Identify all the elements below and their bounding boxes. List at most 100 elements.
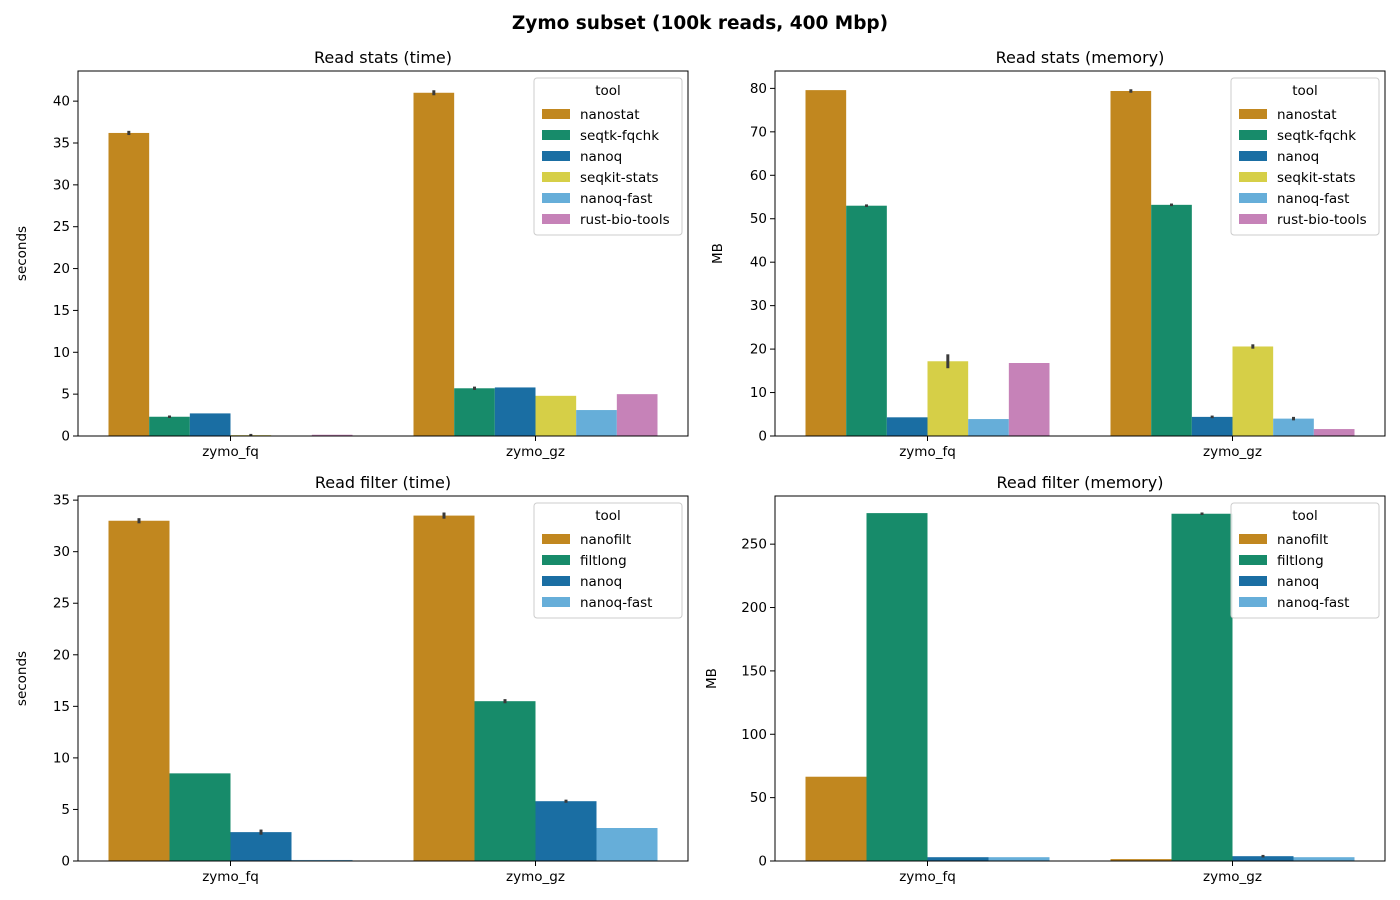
legend-swatch-rust-bio-tools [1239,214,1267,224]
x-tick-label: zymo_gz [1203,869,1262,885]
x-tick-label: zymo_fq [899,444,956,460]
subplot-title: Read stats (time) [314,48,452,67]
bar-seqtk-fqchk-zymo_fq [846,205,887,436]
bar-rust-bio-tools-zymo_gz [616,394,658,436]
legend-box [533,502,683,619]
x-tick-label: zymo_gz [506,444,565,460]
bar-nanoq-fast-zymo_fq [988,857,1050,861]
subplot-title: Read filter (time) [315,473,451,492]
legend-swatch-filtlong [542,555,570,565]
x-tick-label: zymo_fq [202,869,259,885]
legend-title: tool [1292,83,1318,99]
legend-swatch-seqtk-fqchk [1239,130,1267,140]
y-tick-label: 15 [53,699,70,715]
legend-swatch-nanoq-fast [542,193,570,203]
legend-label: nanoq [580,149,622,165]
bar-nanoq-zymo_fq [886,417,928,436]
legend-box [1230,502,1380,619]
x-tick-label: zymo_fq [202,444,259,460]
legend-label: nanoq [580,574,622,590]
figure-title: Zymo subset (100k reads, 400 Mbp) [511,13,889,34]
x-tick-label: zymo_gz [506,869,565,885]
legend-label: nanoq-fast [580,595,652,611]
subplot-title: Read stats (memory) [996,48,1165,67]
legend-label: nanofilt [1277,532,1328,548]
plot-frame [774,70,1386,437]
x-tick-label: zymo_gz [1203,444,1262,460]
legend-label: nanostat [1277,107,1337,123]
legend-label: nanoq-fast [580,191,652,207]
bar-nanoq-fast-zymo_gz [1293,857,1355,861]
bar-filtlong-zymo_fq [866,513,928,861]
legend-swatch-seqkit-stats [542,172,570,182]
legend-label: filtlong [1277,553,1324,569]
bar-nanostat-zymo_gz [1110,90,1152,436]
legend-box [1230,77,1380,236]
bar-rust-bio-tools-zymo_fq [1008,363,1050,436]
y-tick-label: 100 [741,727,767,743]
legend-label: nanoq-fast [1277,191,1349,207]
subplot-title: Read filter (memory) [997,473,1164,492]
bar-nanoq-fast-zymo_gz [576,410,617,436]
y-tick-label: 0 [61,429,70,445]
x-tick-label: zymo_fq [899,869,956,885]
bar-nanofilt-zymo_gz [1110,859,1172,861]
bar-nanoq-zymo_gz [535,801,597,861]
bar-seqkit-stats-zymo_gz [535,395,577,436]
bar-filtlong-zymo_gz [1171,513,1233,861]
bar-nanofilt-zymo_fq [805,776,867,861]
legend-swatch-seqtk-fqchk [542,130,570,140]
y-tick-label: 25 [53,596,70,612]
plot-frame [77,495,689,862]
bar-rust-bio-tools-zymo_fq [311,434,353,436]
y-tick-label: 15 [53,303,70,319]
legend-label: nanostat [580,107,640,123]
y-tick-label: 10 [53,345,70,361]
bar-nanofilt-zymo_fq [108,520,170,861]
y-tick-label: 150 [741,663,767,679]
y-tick-label: 30 [53,544,70,560]
subplot-2: Read stats (memory) 0 10 20 30 40 50 60 70 80 MB zy… [710,48,1386,460]
legend-title: tool [595,508,621,524]
legend-label: seqtk-fqchk [580,128,659,144]
y-tick-label: 5 [61,802,70,818]
bar-nanostat-zymo_gz [413,92,455,436]
y-tick-label: 30 [53,177,70,193]
legend-label: seqtk-fqchk [1277,128,1356,144]
legend-label: rust-bio-tools [580,212,670,228]
subplot-3: Read filter (time) 0 5 10 15 20 25 30 35 seconds z… [14,473,689,885]
legend-swatch-seqkit-stats [1239,172,1267,182]
legend: tool nanofilt filtlong nanoq nanoq-fast [533,502,683,619]
bar-nanoq-zymo_fq [230,832,292,861]
y-tick-label: 0 [61,854,70,870]
legend-swatch-nanoq-fast [1239,193,1267,203]
y-tick-label: 10 [750,385,767,401]
bar-nanoq-zymo_fq [189,413,231,436]
bar-nanoq-fast-zymo_fq [968,419,1009,436]
bar-rust-bio-tools-zymo_gz [1313,429,1355,436]
bar-nanostat-zymo_fq [805,90,847,436]
legend-swatch-filtlong [1239,555,1267,565]
legend-swatch-nanoq [542,576,570,586]
legend: tool nanofilt filtlong nanoq nanoq-fast [1230,502,1380,619]
y-tick-label: 20 [53,647,70,663]
bar-nanofilt-zymo_gz [413,515,475,861]
legend-label: rust-bio-tools [1277,212,1367,228]
legend-label: seqkit-stats [580,170,659,186]
bar-nanoq-fast-zymo_fq [291,859,353,861]
legend-swatch-rust-bio-tools [542,214,570,224]
bar-nanoq-zymo_gz [1191,416,1233,436]
legend-swatch-nanofilt [542,534,570,544]
legend-swatch-nanoq [542,151,570,161]
y-tick-label: 5 [61,387,70,403]
legend-box [533,77,683,236]
legend-label: filtlong [580,553,627,569]
subplot-4: Read filter (memory) 0 50 100 150 200 250 MB zym… [704,473,1386,885]
y-axis-label: seconds [14,226,30,281]
legend-title: tool [1292,508,1318,524]
bar-nanoq-zymo_gz [1232,856,1294,861]
legend: tool nanostat seqtk-fqchk nanoq seqkit-stats… [533,77,683,236]
y-axis-label: seconds [14,651,30,706]
subplot-1: Read stats (time) 0 5 10 15 20 25 30 35 40 seconds… [14,48,689,460]
